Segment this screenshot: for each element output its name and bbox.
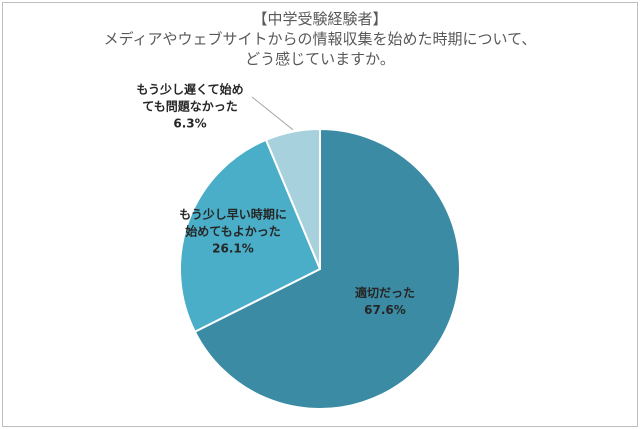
slice-value-label: 6.3%: [173, 117, 206, 131]
chart-title: 【中学受験経験者】 メディアやウェブサイトからの情報収集を始めた時期について、 …: [0, 9, 640, 69]
chart-title-line-3: どう感じていますか。: [245, 50, 395, 68]
slice-label-1: 適切だった 67.6%: [355, 285, 415, 317]
chart-title-line-1: 【中学受験経験者】: [252, 10, 388, 28]
slice-category-label: もう少し遅くて始め: [136, 82, 243, 97]
slice-category-label: 始めてもよかった: [185, 224, 280, 239]
slice-value-label: 67.6%: [364, 303, 406, 317]
pie-slice-1: [193, 128, 461, 410]
slice-category-label: もう少し早い時期に: [179, 207, 287, 222]
slice-value-label: 26.1%: [212, 242, 254, 256]
pie-leader-lines: [251, 96, 294, 131]
pie-slice-3: [265, 128, 321, 270]
slice-category-label: 適切だった: [355, 285, 415, 300]
pie-slices: [179, 128, 461, 410]
slice-category-label: ても問題なかった: [142, 100, 237, 114]
leader-line: [251, 96, 294, 131]
chart-title-line-2: メディアやウェブサイトからの情報収集を始めた時期について、: [103, 30, 537, 48]
